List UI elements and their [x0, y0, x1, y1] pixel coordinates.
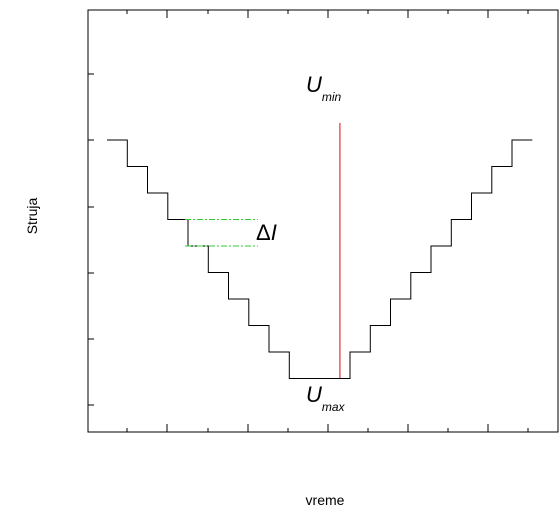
- plot-frame: [87, 9, 559, 433]
- current-step-series: [107, 139, 533, 379]
- axis-ticks: [88, 10, 529, 432]
- delta-i-label: ΔI: [256, 220, 277, 245]
- umin-label: Umin: [306, 72, 342, 104]
- x-axis-label: vreme: [306, 492, 345, 508]
- umax-label: Umax: [306, 382, 346, 414]
- y-axis-label: Struja: [24, 198, 40, 235]
